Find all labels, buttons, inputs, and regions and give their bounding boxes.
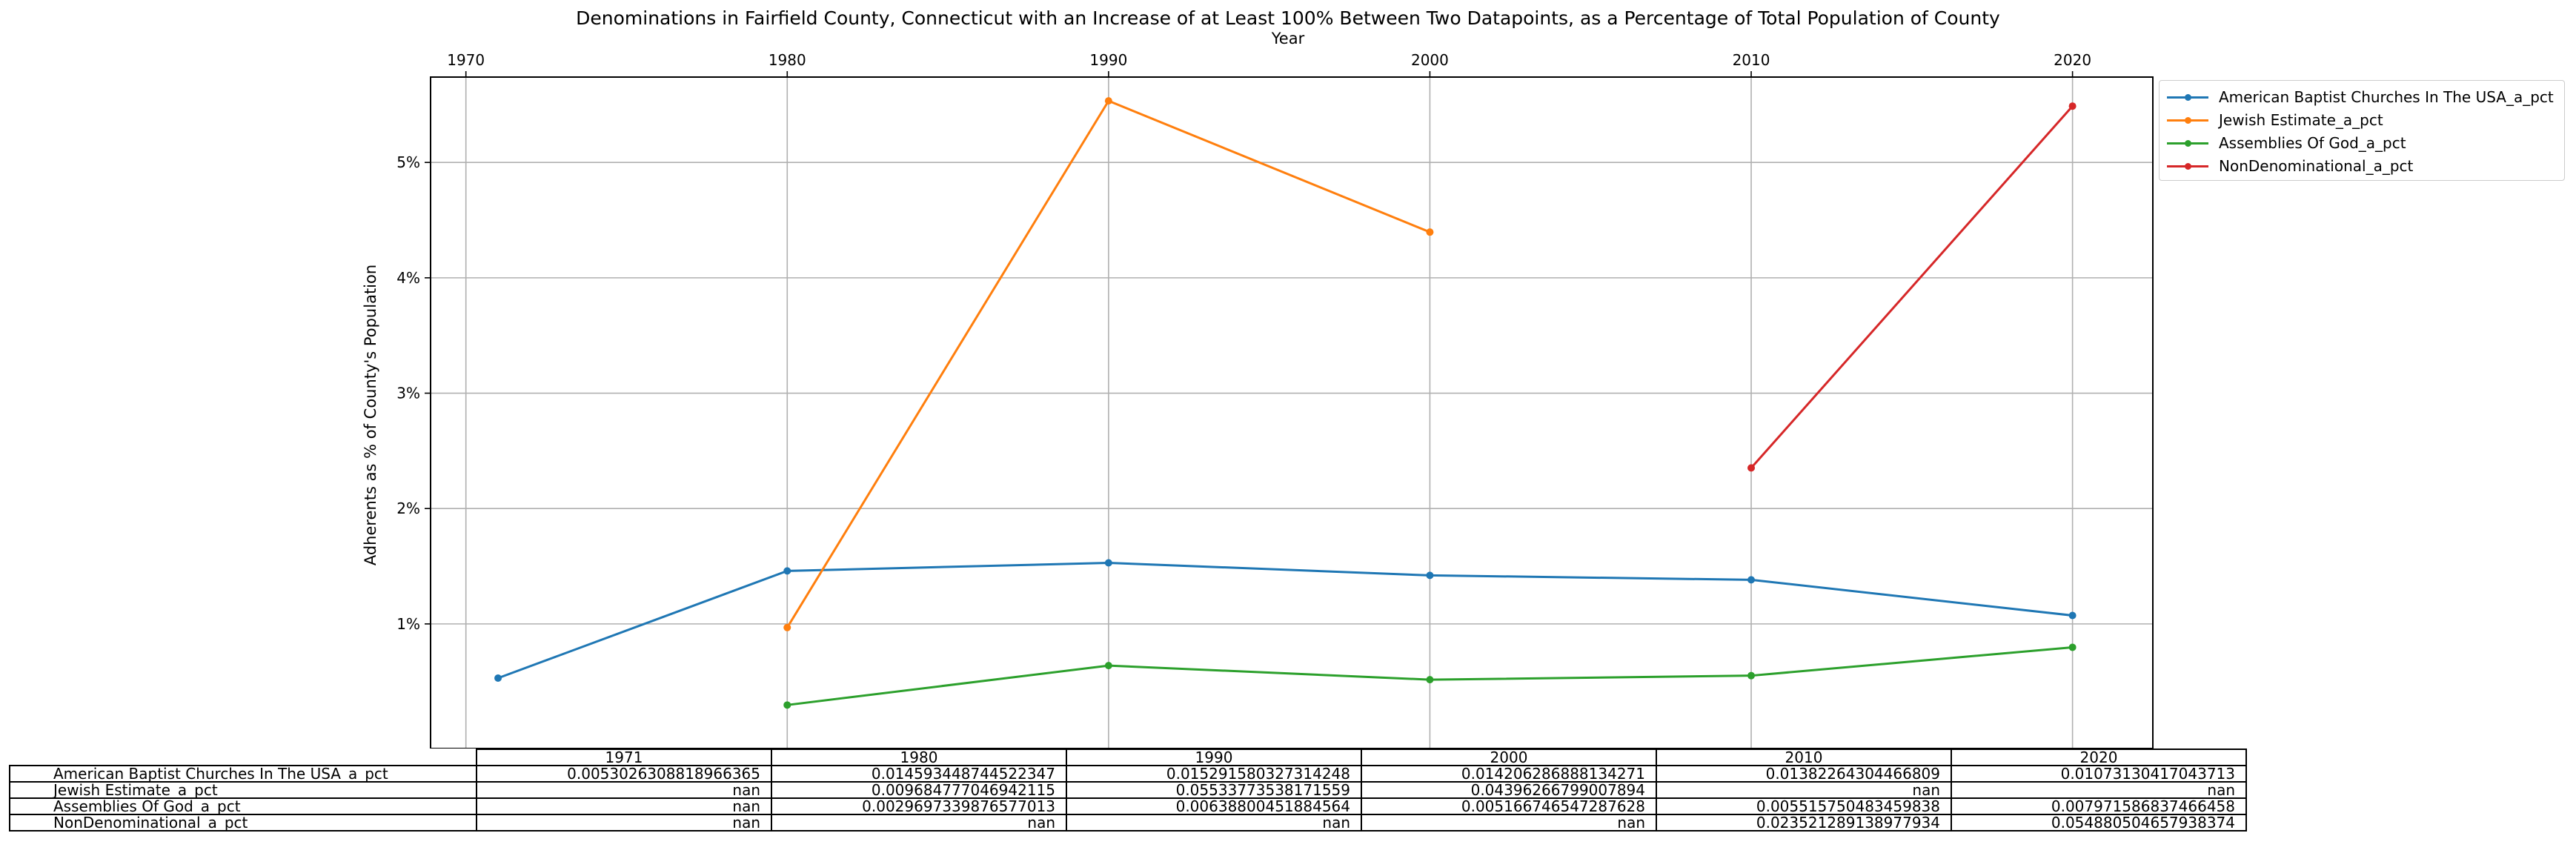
table-row: Jewish Estimate_a_pct nan 0.00968477704694… (9, 781, 2247, 799)
data-point (2068, 643, 2077, 651)
data-point (783, 623, 791, 631)
data-point (1426, 228, 1434, 236)
table-cell: nan (1066, 814, 1362, 832)
x-tick-label: 2020 (2054, 51, 2091, 69)
series-line (1750, 105, 2074, 469)
series-line (497, 562, 2073, 680)
table-cell: 0.005166746547287628 (1361, 797, 1657, 815)
series-group (494, 559, 2077, 683)
table-column-header: 2020 (1951, 749, 2247, 766)
data-point (1426, 571, 1434, 580)
table-row-label: American Baptist Churches In The USA_a_p… (9, 765, 477, 783)
data-point (783, 567, 791, 575)
series-lines (494, 97, 2077, 709)
grid-lines (431, 77, 2153, 749)
plot-area: 1970 1980 1990 2000 2010 2020 1% 2% 3% 4% 5% (396, 51, 2154, 749)
y-tick-label: 2% (396, 499, 420, 517)
x-tick-label: 1990 (1089, 51, 1127, 69)
legend-swatch (2167, 136, 2208, 150)
legend-label: NonDenominational_a_pct (2219, 156, 2414, 175)
legend-label: Assemblies Of God_a_pct (2219, 133, 2406, 152)
x-tick-label: 2010 (1733, 51, 1770, 69)
series-group (783, 97, 1434, 631)
table-column-header: 2000 (1361, 749, 1657, 766)
table-column-header: 1971 (476, 749, 772, 766)
table-cell: 0.0053026308818966365 (476, 765, 772, 783)
table-cell: nan (771, 814, 1067, 832)
chart-title: Denominations in Fairfield County, Conne… (576, 7, 2000, 29)
table-cell: 0.01073130417043713 (1951, 765, 2247, 783)
x-tick-label: 1980 (769, 51, 806, 69)
table-column-header: 1980 (771, 749, 1067, 766)
data-point (2068, 102, 2077, 110)
legend-swatch (2167, 90, 2208, 104)
axis-ticks: 1970 1980 1990 2000 2010 2020 1% 2% 3% 4% 5% (396, 51, 2091, 633)
table-cell: nan (476, 781, 772, 799)
data-point (1426, 676, 1434, 684)
table-cell: nan (1656, 781, 1952, 799)
legend-item: Jewish Estimate_a_pct (2167, 108, 2557, 131)
legend-label: Jewish Estimate_a_pct (2219, 110, 2383, 129)
data-point (1747, 671, 1756, 680)
data-point (1104, 97, 1112, 105)
plot-frame (430, 76, 2154, 749)
y-tick-label: 4% (396, 269, 420, 287)
table-cell: 0.01382264304466809 (1656, 765, 1952, 783)
table-cell: 0.009684777046942115 (771, 781, 1067, 799)
table-row-label: NonDenominational_a_pct (9, 814, 477, 832)
data-point (2068, 611, 2077, 620)
table-cell: 0.05533773538171559 (1066, 781, 1362, 799)
table-cell: nan (1361, 814, 1657, 832)
table-row-label: Jewish Estimate_a_pct (9, 781, 477, 799)
data-point (1104, 559, 1112, 567)
data-point (783, 701, 791, 709)
series-group (1747, 102, 2077, 472)
table-cell: 0.023521289138977934 (1656, 814, 1952, 832)
table-cell: 0.054880504657938374 (1951, 814, 2247, 832)
table-header-row: 1971 1980 1990 2000 2010 2020 (10, 749, 2247, 766)
table-cell: 0.015291580327314248 (1066, 765, 1362, 783)
table-cell: 0.014206286888134271 (1361, 765, 1657, 783)
table-cell: 0.007971586837466458 (1951, 797, 2247, 815)
table-row: American Baptist Churches In The USA_a_p… (9, 765, 2247, 783)
legend-item: American Baptist Churches In The USA_a_p… (2167, 85, 2557, 108)
data-table: 1971 1980 1990 2000 2010 2020 American Baptist… (9, 749, 2247, 832)
table-cell: nan (476, 797, 772, 815)
table-cell: 0.014593448744522347 (771, 765, 1067, 783)
legend-swatch (2167, 159, 2208, 173)
table-cell: 0.04396266799007894 (1361, 781, 1657, 799)
legend-label: American Baptist Churches In The USA_a_p… (2219, 87, 2554, 106)
table-corner (10, 749, 477, 766)
table-column-header: 1990 (1066, 749, 1362, 766)
data-point (1104, 662, 1112, 670)
table-cell: 0.0029697339876577013 (771, 797, 1067, 815)
x-tick-label: 2000 (1411, 51, 1449, 69)
table-row: Assemblies Of God_a_pct nan 0.002969733987… (9, 797, 2247, 815)
data-point (494, 674, 502, 683)
table-row-label: Assemblies Of God_a_pct (9, 797, 477, 815)
table-cell: nan (1951, 781, 2247, 799)
table-column-header: 2010 (1656, 749, 1952, 766)
table-row: NonDenominational_a_pct nan nan nan nan 0.023… (9, 814, 2247, 832)
y-tick-label: 5% (396, 153, 420, 171)
table-cell: nan (476, 814, 772, 832)
x-axis-label: Year (1271, 30, 1305, 47)
y-tick-label: 1% (396, 615, 420, 633)
data-point (1747, 576, 1756, 584)
y-tick-label: 3% (396, 385, 420, 402)
legend-swatch (2167, 113, 2208, 127)
legend: American Baptist Churches In The USA_a_p… (2159, 80, 2565, 181)
legend-item: Assemblies Of God_a_pct (2167, 131, 2557, 154)
table-cell: 0.00638800451884564 (1066, 797, 1362, 815)
table-cell: 0.005515750483459838 (1656, 797, 1952, 815)
data-point (1747, 464, 1756, 472)
series-group (783, 643, 2077, 709)
x-tick-label: 1970 (447, 51, 485, 69)
legend-item: NonDenominational_a_pct (2167, 154, 2557, 177)
